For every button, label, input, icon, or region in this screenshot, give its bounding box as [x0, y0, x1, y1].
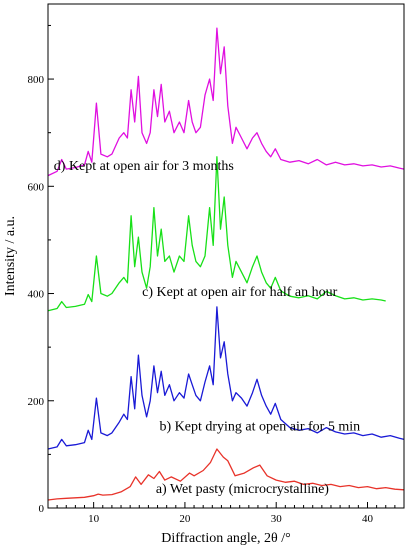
annotation-layer: a) Wet pasty (microcrystalline) b) Kept d… [54, 159, 360, 497]
x-tick-label: 30 [271, 513, 283, 525]
x-axis-title: Diffraction angle, 2θ /° [161, 531, 290, 546]
curves-layer [47, 27, 405, 501]
series-annotation-2: b) Kept drying at open air for 5 min [159, 419, 360, 434]
y-tick-label: 400 [28, 289, 45, 301]
plot-frame [47, 3, 405, 509]
y-tick-label: 200 [28, 396, 45, 408]
x-tick-label: 20 [179, 513, 191, 525]
series-line-4 [47, 27, 405, 177]
y-tick-label: 0 [39, 503, 45, 515]
series-annotation-1: a) Wet pasty (microcrystalline) [156, 482, 329, 497]
x-tick-label: 40 [362, 513, 374, 525]
series-line-3 [47, 156, 386, 312]
series-annotation-3: c) Kept at open air for half an hour [142, 285, 337, 300]
series-line-2 [47, 306, 405, 450]
series-line-1 [47, 448, 405, 501]
y-tick-label: 600 [28, 181, 45, 193]
series-annotation-4: d) Kept at open air for 3 months [54, 159, 234, 174]
y-axis-title: Intensity / a.u. [3, 216, 18, 296]
x-tick-label: 10 [88, 513, 100, 525]
y-tick-label: 800 [28, 74, 45, 86]
